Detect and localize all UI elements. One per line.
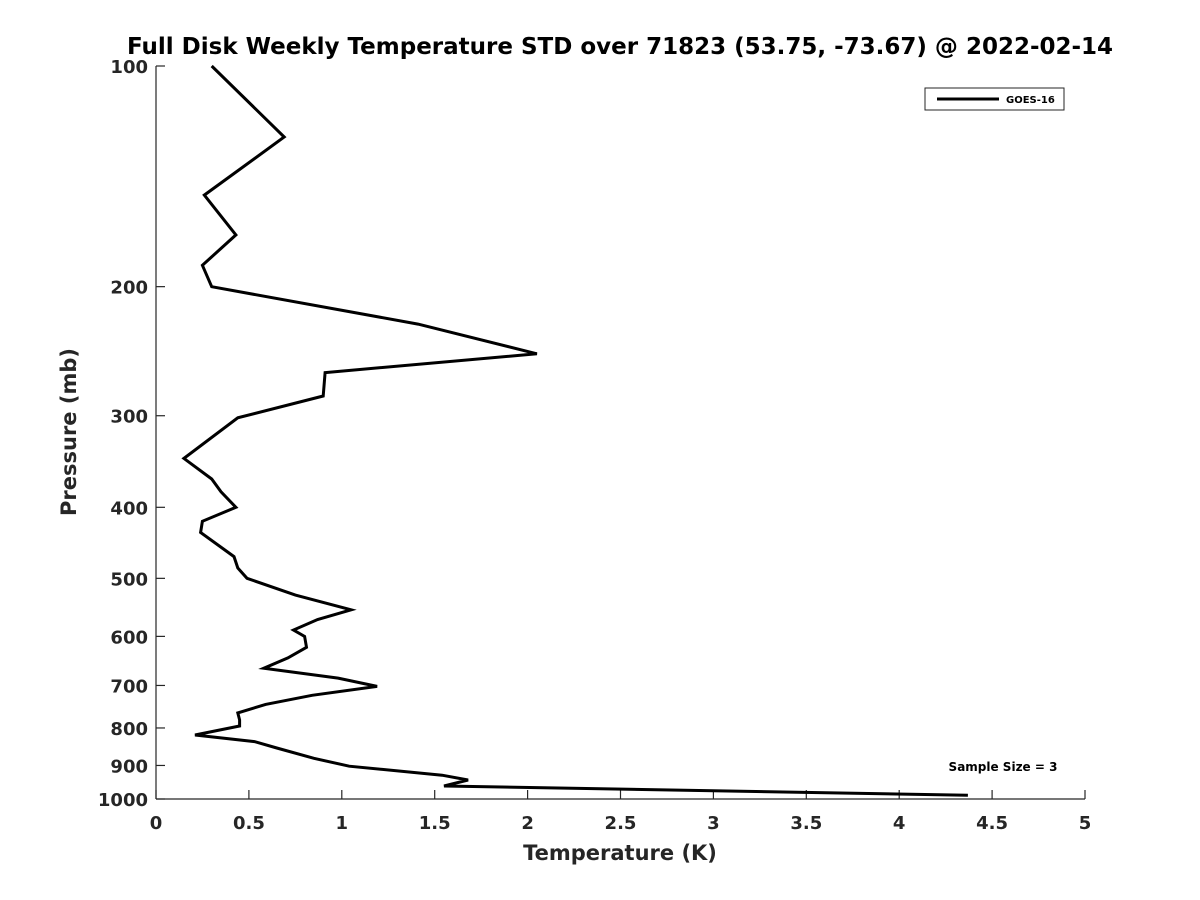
x-tick-label: 2 [521, 813, 534, 834]
series-line-goes-16 [181, 64, 968, 797]
y-tick-label: 800 [110, 719, 148, 740]
y-tick-label: 1000 [98, 790, 148, 811]
x-tick-label: 4.5 [976, 813, 1008, 834]
x-axis-label: Temperature (K) [523, 841, 717, 865]
chart-title: Full Disk Weekly Temperature STD over 71… [127, 34, 1113, 60]
x-tick-label: 3 [707, 813, 720, 834]
x-tick-label: 4 [893, 813, 906, 834]
y-tick-label: 100 [110, 57, 148, 78]
x-tick-label: 5 [1079, 813, 1092, 834]
y-tick-label: 900 [110, 756, 148, 777]
x-tick-label: 1.5 [419, 813, 451, 834]
x-tick-label: 3.5 [790, 813, 822, 834]
legend-label: GOES-16 [1006, 95, 1055, 106]
axes [155, 66, 1085, 800]
y-tick-label: 400 [110, 498, 148, 519]
y-tick-label: 300 [110, 407, 148, 428]
y-tick-label: 600 [110, 627, 148, 648]
x-tick-label: 0.5 [233, 813, 265, 834]
y-axis-label: Pressure (mb) [57, 348, 81, 516]
y-tick-label: 500 [110, 569, 148, 590]
y-ticks: 100 200 300 400 500 600 700 800 900 1000 [98, 57, 165, 811]
x-tick-label: 2.5 [605, 813, 637, 834]
legend: GOES-16 [924, 87, 1065, 111]
y-tick-label: 700 [110, 676, 148, 697]
x-ticks: 0 0.5 1 1.5 2 2.5 3 3.5 4 4.5 5 [150, 790, 1092, 834]
y-tick-label: 200 [110, 278, 148, 299]
sample-size-annotation: Sample Size = 3 [949, 760, 1058, 774]
x-tick-label: 0 [150, 813, 163, 834]
x-tick-label: 1 [336, 813, 349, 834]
